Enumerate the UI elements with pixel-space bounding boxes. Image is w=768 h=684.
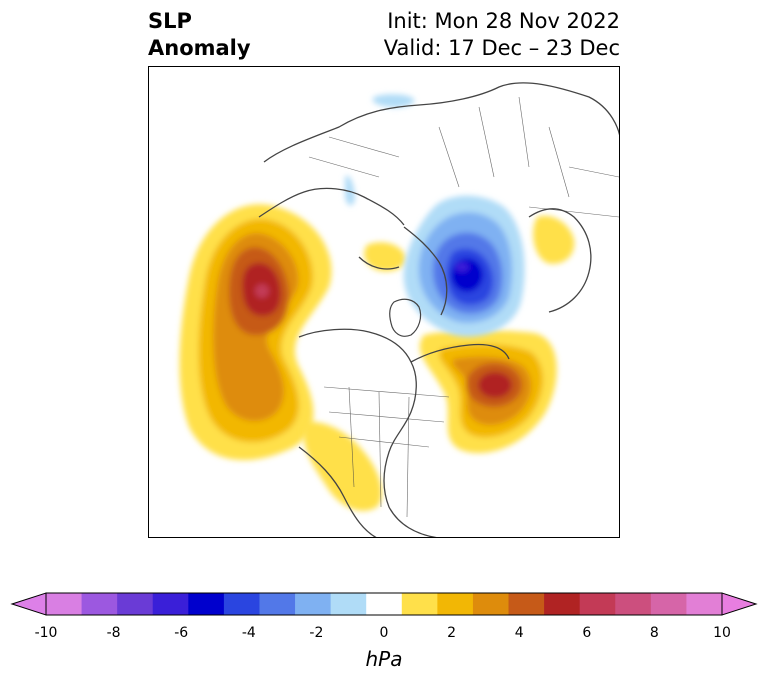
anomaly-western-us xyxy=(303,421,382,511)
colorbar-segment xyxy=(544,593,581,615)
colorbar-segment xyxy=(223,593,260,615)
colorbar-tick-label: -10 xyxy=(34,625,58,641)
coastlines xyxy=(258,82,619,537)
anomaly-okhotsk xyxy=(364,215,575,272)
colorbar-tick-label: 10 xyxy=(713,625,731,641)
title-line-anomaly: Anomaly xyxy=(148,36,251,60)
map-panel xyxy=(148,66,620,538)
colorbar xyxy=(10,592,758,616)
colorbar-segment xyxy=(188,593,225,615)
colorbar-tick-label: -4 xyxy=(241,625,256,641)
colorbar-segment xyxy=(508,593,545,615)
anomaly-ne-pacific xyxy=(179,204,332,461)
colorbar-tick-label: 4 xyxy=(514,625,524,641)
colorbar-segment xyxy=(401,593,438,615)
colorbar-segment xyxy=(46,593,83,615)
colorbar-segment xyxy=(686,593,723,615)
colorbar-segment xyxy=(330,593,367,615)
anomaly-north-atlantic xyxy=(419,330,557,454)
colorbar-outline xyxy=(45,592,723,616)
colorbar-tick-label: 8 xyxy=(649,625,659,641)
title-line-slp: SLP xyxy=(148,9,192,33)
colorbar-segment xyxy=(579,593,616,615)
colorbar-segment xyxy=(472,593,510,615)
colorbar-segment xyxy=(437,593,474,615)
colorbar-segment xyxy=(650,593,687,615)
colorbar-segments xyxy=(46,593,723,615)
colorbar-segment xyxy=(366,593,403,615)
greenland-outline xyxy=(389,298,422,337)
anomaly-siberia xyxy=(345,94,525,337)
colorbar-tick-label: -2 xyxy=(309,625,324,641)
colorbar-segment xyxy=(152,593,189,615)
colorbar-segment xyxy=(615,593,652,615)
colorbar-low-arrow xyxy=(10,592,47,616)
map-title-right: Init: Mon 28 Nov 2022 Valid: 17 Dec – 23… xyxy=(384,8,620,62)
colorbar-segment xyxy=(81,593,118,615)
colorbar-segment xyxy=(295,593,332,615)
init-date-label: Init: Mon 28 Nov 2022 xyxy=(387,9,620,33)
map-title-left: SLP Anomaly xyxy=(148,8,251,62)
colorbar-segment xyxy=(259,593,296,615)
valid-range-label: Valid: 17 Dec – 23 Dec xyxy=(383,36,620,60)
map-svg xyxy=(179,82,619,537)
colorbar-tick-label: 0 xyxy=(379,625,389,641)
colorbar-tick-label: -8 xyxy=(106,625,121,641)
colorbar-segment xyxy=(117,593,154,615)
colorbar-tick-label: -6 xyxy=(174,625,189,641)
colorbar-unit-label: hPa xyxy=(365,647,403,671)
colorbar-high-arrow xyxy=(721,592,758,616)
colorbar-tick-label: 6 xyxy=(582,625,592,641)
political-borders xyxy=(308,96,619,518)
colorbar-tick-label: 2 xyxy=(447,625,457,641)
